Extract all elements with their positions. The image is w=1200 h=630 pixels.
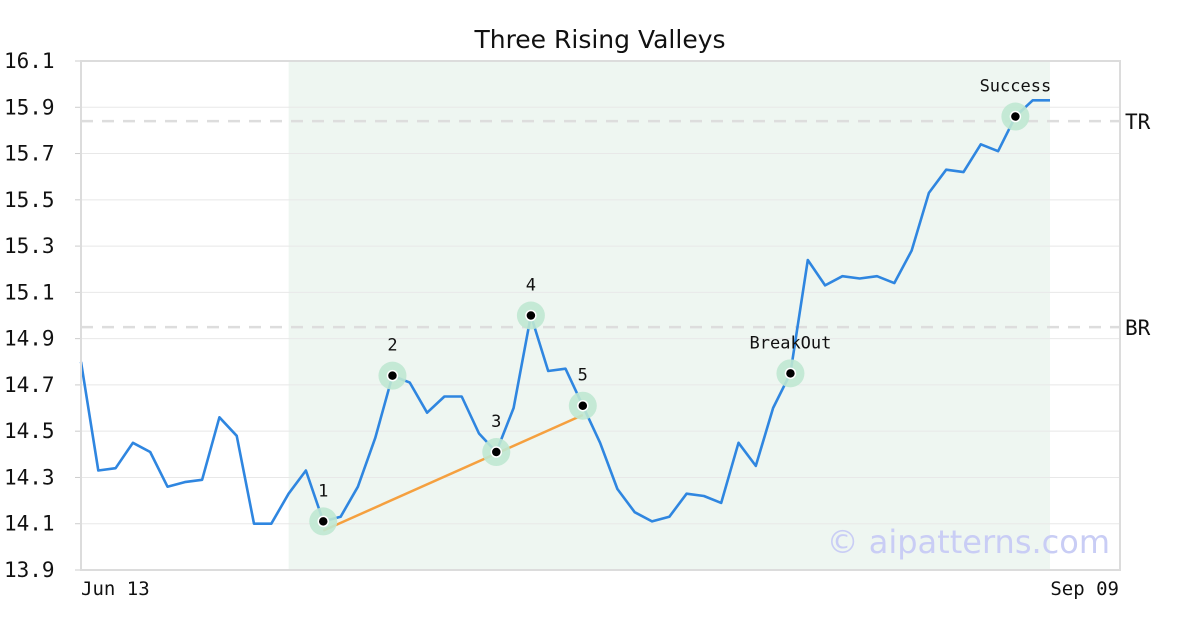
y-tick-label: 14.7	[4, 373, 55, 397]
y-tick-label: 14.3	[4, 465, 55, 489]
pattern-markers: 1 2 3 4 5 BreakOut Success	[309, 77, 1051, 536]
marker-label-success: Success	[980, 77, 1052, 97]
x-axis-ticks: Jun 13 Sep 09	[81, 578, 1119, 600]
level-lines: TR BR	[81, 110, 1151, 340]
level-label-tr: TR	[1125, 110, 1151, 134]
y-tick-label: 14.1	[4, 512, 55, 536]
marker-point-5	[577, 399, 589, 412]
y-tick-label: 15.5	[4, 188, 55, 212]
pattern-region	[288, 61, 1051, 570]
marker-point-4	[525, 309, 537, 322]
x-tick-label: Sep 09	[1050, 578, 1119, 600]
watermark: © aipatterns.com	[827, 523, 1110, 561]
marker-point-breakout	[784, 367, 797, 380]
price-series	[79, 99, 1050, 525]
marker-point-3	[490, 446, 503, 458]
marker-label-4: 4	[526, 276, 536, 296]
y-tick-label: 13.9	[4, 558, 55, 582]
chart-title: Three Rising Valleys	[473, 25, 725, 54]
marker-label-breakout: BreakOut	[750, 333, 832, 353]
plot-frame	[80, 60, 1121, 571]
level-label-br: BR	[1125, 316, 1151, 340]
y-tick-label: 15.7	[4, 142, 55, 166]
y-tick-label: 15.1	[4, 280, 55, 304]
marker-point-2	[386, 369, 399, 382]
marker-point-success	[1009, 110, 1022, 123]
marker-label-5: 5	[578, 366, 588, 386]
y-tick-label: 16.1	[4, 49, 55, 73]
y-tick-label: 14.5	[4, 419, 55, 443]
x-tick-label: Jun 13	[81, 578, 150, 600]
marker-point-1	[317, 515, 329, 528]
price-line	[79, 99, 1050, 525]
marker-label-2: 2	[387, 336, 397, 356]
marker-label-1: 1	[318, 481, 328, 501]
y-tick-label: 15.9	[4, 95, 55, 119]
y-axis-ticks: 13.9 14.1 14.3 14.5 14.7 14.9 15.1 15.3 15.5 15.7…	[4, 49, 81, 582]
y-tick-label: 15.3	[4, 234, 55, 258]
marker-label-3: 3	[491, 412, 501, 432]
gridlines	[81, 60, 1120, 571]
y-tick-label: 14.9	[4, 327, 55, 351]
valley-trendline	[322, 413, 584, 532]
